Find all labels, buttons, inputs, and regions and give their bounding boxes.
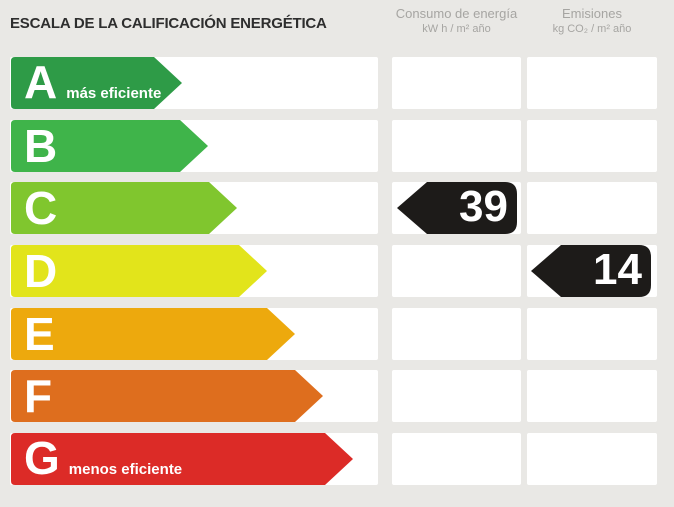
efficiency-note: menos eficiente <box>68 461 183 478</box>
marker-arrow-icon <box>531 245 651 297</box>
rating-arrow-c: C <box>11 182 237 234</box>
grid-cell-emisiones <box>527 57 657 109</box>
arrow-caption: E <box>24 308 64 361</box>
rating-arrow-g: G menos eficiente <box>11 433 353 485</box>
grid-cell-consumo <box>392 308 521 360</box>
arrow-shape <box>11 370 323 422</box>
grid-cell-consumo <box>392 120 521 172</box>
grid-cell-emisiones <box>527 120 657 172</box>
consumo-units: kW h / m² año <box>422 23 491 35</box>
value-marker-emisiones: 14 <box>531 245 651 297</box>
grid-cell-emisiones <box>527 433 657 485</box>
rating-row-e: E <box>0 308 674 360</box>
rating-letter: G <box>24 432 60 484</box>
column-header-consumo: Consumo de energía kW h / m² año <box>392 6 521 37</box>
arrow-caption: D <box>24 245 66 298</box>
rating-arrow-d: D <box>11 245 267 297</box>
rating-row-d: D 14 <box>0 245 674 297</box>
rating-arrow-e: E <box>11 308 295 360</box>
arrow-caption: C <box>24 182 66 235</box>
rating-letter: E <box>24 308 55 361</box>
arrow-caption: F <box>24 370 61 423</box>
emisiones-label: Emisiones <box>562 6 622 21</box>
rating-letter: B <box>24 120 58 173</box>
grid-cell-consumo <box>392 57 521 109</box>
rating-arrow-a: A más eficiente <box>11 57 182 109</box>
grid-cell-emisiones <box>527 308 657 360</box>
rating-letter: F <box>24 370 53 423</box>
arrow-shape <box>11 308 295 360</box>
grid-cell-emisiones <box>527 370 657 422</box>
page-title: ESCALA DE LA CALIFICACIÓN ENERGÉTICA <box>10 15 327 32</box>
arrow-caption: B <box>24 120 66 173</box>
value-marker-consumo: 39 <box>397 182 517 234</box>
grid-cell-consumo <box>392 245 521 297</box>
rating-arrow-f: F <box>11 370 323 422</box>
consumo-value: 39 <box>459 182 508 231</box>
rating-arrow-b: B <box>11 120 208 172</box>
rating-row-f: F <box>0 370 674 422</box>
arrow-caption: G menos eficiente <box>24 432 183 484</box>
efficiency-note: más eficiente <box>66 85 162 102</box>
arrow-shape <box>11 57 182 109</box>
grid-cell-consumo <box>392 433 521 485</box>
arrow-shape <box>11 182 237 234</box>
grid-cell-emisiones <box>527 182 657 234</box>
emisiones-units: kg CO₂ / m² año <box>552 23 632 35</box>
arrow-shape <box>11 245 267 297</box>
grid-cell-consumo <box>392 370 521 422</box>
consumo-label: Consumo de energía <box>395 6 518 21</box>
rating-row-b: B <box>0 120 674 172</box>
column-header-emisiones: Emisiones kg CO₂ / m² año <box>527 6 657 37</box>
rating-letter: A <box>24 56 58 108</box>
marker-arrow-icon <box>397 182 517 234</box>
rating-row-c: C 39 <box>0 182 674 234</box>
arrow-caption: A más eficiente <box>24 56 162 108</box>
arrow-shape <box>11 433 353 485</box>
emisiones-value: 14 <box>593 245 642 294</box>
rating-letter: D <box>24 245 58 298</box>
rating-row-a: A más eficiente <box>0 57 674 109</box>
rating-row-g: G menos eficiente <box>0 433 674 485</box>
arrow-shape <box>11 120 208 172</box>
rating-letter: C <box>24 182 58 235</box>
